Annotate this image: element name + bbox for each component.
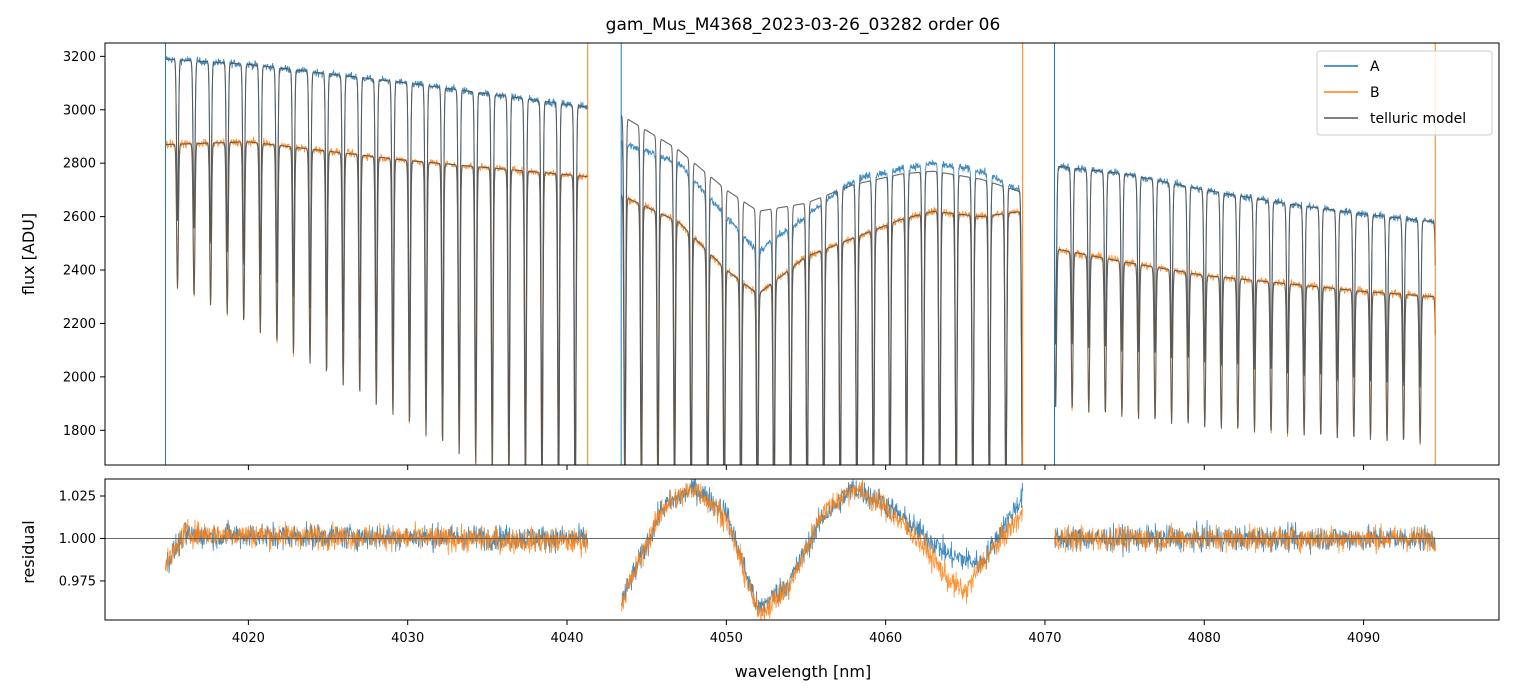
bottom-y-axis: 0.975 1.000 1.025 xyxy=(59,489,105,589)
y-tick-label: 2600 xyxy=(63,210,96,225)
y-tick-label: 1.000 xyxy=(59,532,96,547)
x-tick-label: 4060 xyxy=(869,631,902,646)
y-tick-label: 0.975 xyxy=(59,574,96,589)
y-tick-label: 2000 xyxy=(63,370,96,385)
x-tick-label: 4030 xyxy=(391,631,424,646)
x-tick-label: 4070 xyxy=(1028,631,1061,646)
y-tick-label: 2400 xyxy=(63,264,96,279)
telluric-model-b-line xyxy=(165,141,1436,465)
y-tick-label: 2200 xyxy=(63,317,96,332)
residual-b-line xyxy=(165,479,1436,620)
legend-label-telluric: telluric model xyxy=(1370,111,1466,127)
y-tick-label: 2800 xyxy=(63,157,96,172)
legend-label-a: A xyxy=(1370,59,1380,75)
x-tick-label: 4020 xyxy=(232,631,265,646)
top-panel: 1800 2000 2200 2400 2600 2800 3000 3200 flux [A… xyxy=(19,42,1500,470)
x-axis-label: wavelength [nm] xyxy=(735,662,872,681)
y-tick-label: 1.025 xyxy=(59,489,96,504)
legend: A B telluric model xyxy=(1316,50,1493,136)
y-tick-label: 3200 xyxy=(63,50,96,65)
top-plot-area xyxy=(165,43,1436,465)
x-tick-label: 4080 xyxy=(1188,631,1221,646)
top-x-axis xyxy=(247,465,1365,470)
top-y-axis-label: flux [ADU] xyxy=(19,213,38,295)
chart-title: gam_Mus_M4368_2023-03-26_03282 order 06 xyxy=(606,15,1001,35)
bottom-plot-area xyxy=(105,479,1499,620)
bottom-x-axis: 4020 4030 4040 4050 4060 4070 4080 4090 xyxy=(232,620,1380,646)
y-tick-label: 1800 xyxy=(63,424,96,439)
y-tick-label: 3000 xyxy=(63,103,96,118)
x-tick-label: 4050 xyxy=(710,631,743,646)
x-tick-label: 4090 xyxy=(1347,631,1380,646)
legend-label-b: B xyxy=(1370,85,1380,101)
bottom-axes-frame xyxy=(104,478,1500,621)
bottom-panel: 0.975 1.000 1.025 4020 4030 4040 4050 4060 4070… xyxy=(19,478,1500,681)
x-tick-label: 4040 xyxy=(550,631,583,646)
bottom-y-axis-label: residual xyxy=(19,520,38,583)
top-y-axis: 1800 2000 2200 2400 2600 2800 3000 3200 xyxy=(63,50,105,439)
series-a-line xyxy=(165,55,1436,465)
top-axes-frame xyxy=(104,42,1500,466)
